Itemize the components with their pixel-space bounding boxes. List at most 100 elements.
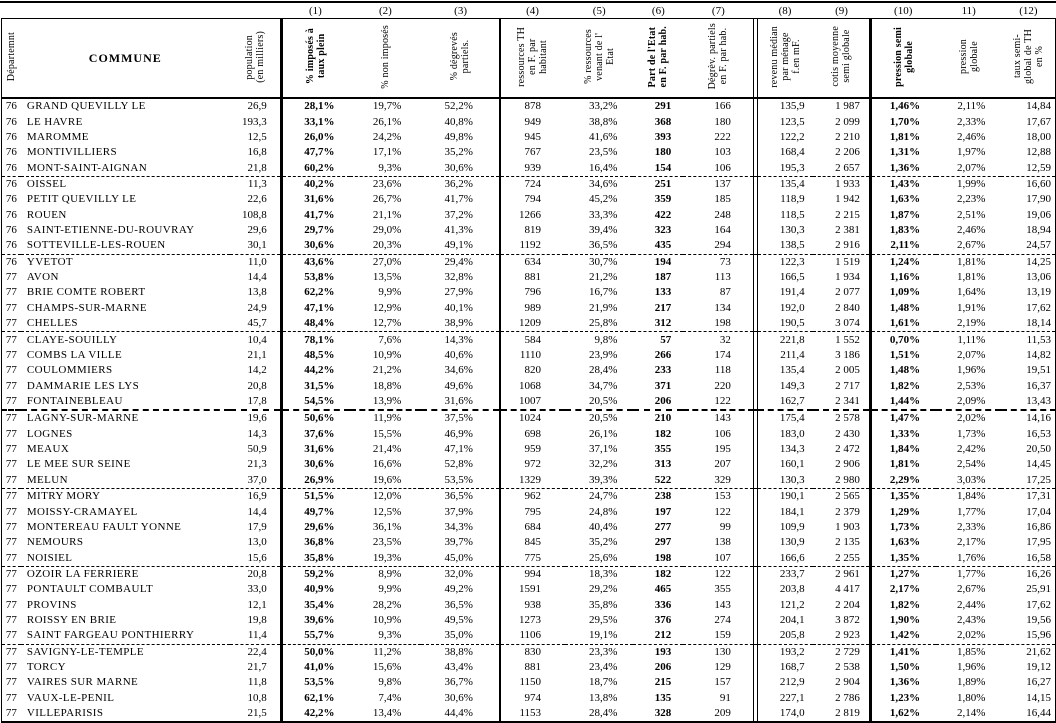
table-row: 76 MONTIVILLIERS 16,8 47,7% 17,1% 35,2% 767 23,… [0,145,1056,161]
cell-pression-semi-globale: 1,09% [868,285,937,301]
cell-ressources-th-par-hab: 1007 [498,393,566,412]
spacer [752,393,758,412]
cell-pression-semi-globale: 1,23% [868,690,937,707]
cell-population: 21,3 [247,458,267,471]
cell-pct-degreves-partiels: 52,8% [444,458,473,471]
header-pct-non-imposes: % non imposés [349,18,422,99]
cell-commune: ROISSY EN BRIE [26,614,117,627]
cell-ressources-th-par-hab: 1273 [498,612,566,629]
cell-cotis-moyenne-semi-globale: 2 472 [835,443,860,456]
cell-population: 12,1 [247,598,267,611]
spacer [752,285,758,301]
cell-ressources-th-par-hab: 796 [498,285,566,301]
cell-pct-ressources-etat: 39,3% [565,472,634,489]
cell-taux-semi-global-th: 19,51 [1001,363,1056,379]
table-row: 77 SAINT FARGEAU PONTHIERRY 11,4 55,7% 9,3% 3… [0,628,1056,645]
cell-cotis-moyenne-semi-globale: 2 840 [835,301,860,314]
cell-pression-semi-globale: 1,29% [868,504,937,520]
table-header: (1) (2) (3) (4) (5) (6) (7) (8) (9) (10) 11) (12) Dé… [0,3,1056,99]
cell-pct-non-imposes: 17,1% [372,146,402,159]
cell-degrev-partiels-par-hab: 138 [714,536,731,549]
cell-ressources-th-par-hab: 845 [498,535,566,551]
column-number-taux-semi-global-th: (12) [1019,5,1038,17]
rotated-label: Part de l'Etat en F. par hab. [647,26,669,87]
spacer [752,582,758,598]
cell-commune: LE HAVRE [26,115,83,128]
cell-pct-ressources-etat: 35,2% [588,536,618,549]
cell-pct-ressources-etat: 28,4% [565,706,634,723]
cell-revenu-median: 183,0 [779,427,805,440]
cell-cotis-moyenne-semi-globale: 1 903 [835,520,860,533]
cell-taux-semi-global-th: 13,19 [1001,285,1056,301]
cell-pression-globale: 2,46% [956,224,986,237]
cell-pct-degreves-partiels: 49,1% [421,238,500,255]
spacer [752,316,758,333]
cell-ressources-th-par-hab: 767 [498,145,566,161]
cell-pct-non-imposes: 27,0% [372,255,402,268]
rotated-label: Départemnt [6,32,17,81]
cell-commune: VAUX-LE-PENIL [26,691,115,704]
cell-revenu-median: 203,8 [779,583,805,596]
cell-pct-ressources-etat: 25,6% [565,550,634,567]
cell-taux-semi-global-th: 14,16 [1001,410,1056,427]
cell-commune: OISSEL [26,177,67,190]
cell-departement: 77 [0,363,21,379]
cell-degrev-partiels-par-hab: 99 [719,520,731,533]
cell-taux-semi-global-th: 19,12 [1001,659,1056,676]
cell-pct-non-imposes: 23,5% [372,536,402,549]
cell-taux-semi-global-th: 16,58 [1001,550,1056,567]
cell-departement: 77 [0,566,21,583]
cell-pct-non-imposes: 9,3% [349,628,422,645]
cell-part-etat-par-hab: 336 [654,598,672,611]
cell-cotis-moyenne-semi-globale: 2 904 [835,676,860,689]
cell-pression-semi-globale: 1,31% [868,145,937,161]
spacer [752,207,758,223]
spacer [752,597,758,613]
cell-population: 14,4 [247,505,267,518]
cell-cotis-moyenne-semi-globale: 2 204 [835,598,860,611]
cell-pct-ressources-etat: 23,4% [588,661,618,674]
cell-taux-semi-global-th: 17,95 [1001,535,1056,551]
table-row: 77 MOISSY-CRAMAYEL 14,4 49,7% 12,5% 37,9% 795 2… [0,504,1056,520]
cell-revenu-median: 204,1 [779,614,805,627]
cell-departement: 76 [0,114,21,130]
cell-departement: 77 [0,535,21,551]
cell-pression-semi-globale: 0,70% [868,331,937,348]
spacer [752,519,758,536]
cell-departement: 76 [0,207,21,223]
cell-population: 21,5 [229,706,282,723]
cell-pct-imposes-taux-plein: 48,4% [279,316,350,333]
cell-pct-ressources-etat: 26,1% [588,427,618,440]
cell-pression-semi-globale: 2,17% [868,582,937,598]
header-label: globale [903,40,915,73]
cell-pct-degreves-partiels: 52,2% [444,100,473,113]
cell-degrev-partiels-par-hab: 137 [714,177,731,190]
cell-departement: 77 [0,504,21,520]
cell-pct-ressources-etat: 28,4% [588,364,618,377]
cell-pct-non-imposes: 26,1% [372,115,402,128]
cell-pct-degreves-partiels: 34,3% [444,520,473,533]
cell-departement: 77 [0,426,21,442]
cell-commune: OZOIR LA FERRIERE [26,567,139,580]
cell-ressources-th-par-hab: 795 [498,504,566,520]
cell-population: 16,8 [247,146,267,159]
cell-cotis-moyenne-semi-globale: 2 923 [812,628,871,645]
cell-departement: 77 [0,316,21,333]
cell-commune: LE MEE SUR SEINE [26,458,131,471]
table-body: 76 GRAND QUEVILLY LE 26,9 28,1% 19,7% 52,2% 87… [0,98,1056,723]
cell-ressources-th-par-hab: 1106 [498,628,566,645]
cell-departement: 77 [0,441,21,458]
cell-taux-semi-global-th: 16,60 [1001,176,1056,193]
column-number-commune [21,3,230,19]
header-label: % non imposés [379,24,391,89]
cell-revenu-median: 130,3 [779,224,805,237]
cell-population: 11,4 [229,628,282,645]
spacer [752,628,758,645]
cell-pression-semi-globale: 1,27% [868,566,937,583]
table-row: 77 LOGNES 14,3 37,6% 15,5% 46,9% 698 26,1% 182 10… [0,426,1056,442]
table-row: 76 YVETOT 11,0 43,6% 27,0% 29,4% 634 30,7% 194 73… [0,254,1056,270]
cell-pct-degreves-partiels: 31,6% [421,393,500,412]
cell-pression-globale: 1,64% [956,286,986,299]
cell-departement: 76 [0,98,21,115]
cell-revenu-median: 190,5 [757,316,813,333]
